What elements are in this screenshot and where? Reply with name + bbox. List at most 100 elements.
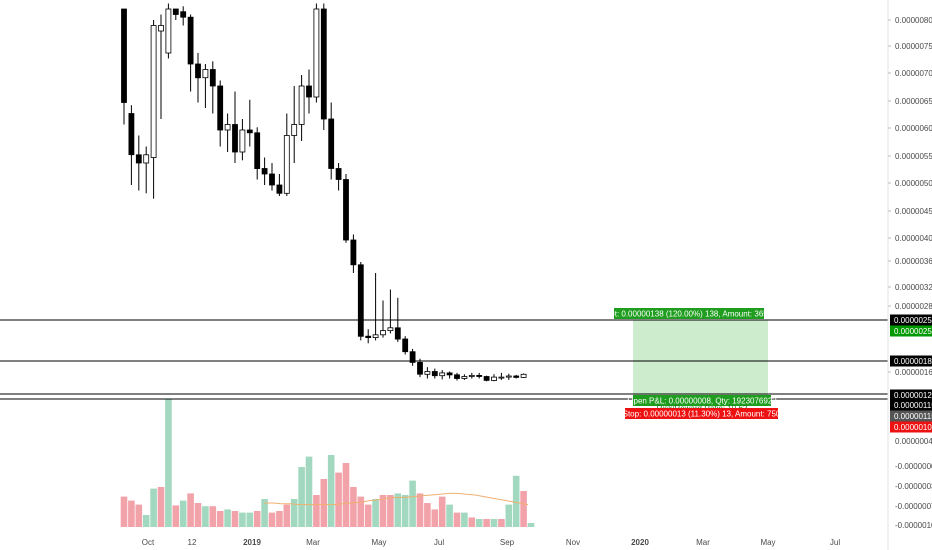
- volume-bar: [505, 504, 513, 527]
- time-tick-label: Jul: [830, 538, 840, 547]
- price-level-badge[interactable]: 0.00000115: [890, 399, 932, 411]
- candle: [483, 375, 490, 382]
- candle-body: [254, 132, 261, 170]
- volume-bar: [512, 475, 520, 527]
- candle: [320, 3, 327, 130]
- candle-body: [439, 372, 446, 377]
- price-level-badge[interactable]: 0.00000115: [890, 410, 932, 422]
- candle: [454, 372, 460, 381]
- candle-body: [424, 371, 431, 375]
- volume-layer: [120, 399, 535, 527]
- time-tick-label: Mar: [306, 538, 320, 547]
- volume-bar: [172, 505, 180, 527]
- volume-bar: [120, 496, 128, 527]
- volume-bar: [298, 467, 305, 527]
- candle-body: [128, 113, 135, 156]
- volume-bar: [327, 455, 335, 527]
- volume-bar: [320, 479, 328, 527]
- volume-bar: [364, 504, 372, 527]
- candle: [476, 372, 483, 379]
- volume-bar: [276, 511, 283, 527]
- stop-label: Stop: 0.00000013 (11.30%) 13, Amount: 75…: [623, 408, 781, 419]
- candle-body: [476, 374, 483, 377]
- open-pnl-label-background: [633, 395, 771, 406]
- time-tick-label: 2019: [243, 538, 261, 547]
- volume-bar: [165, 399, 172, 527]
- candle: [224, 113, 231, 152]
- stop-label-text: Stop: 0.00000013 (11.30%) 13, Amount: 75…: [623, 410, 781, 419]
- volume-bar: [231, 511, 239, 527]
- candle-layer: [121, 3, 527, 382]
- candle-body: [468, 374, 475, 377]
- price-level-badge[interactable]: 0.00000123: [890, 389, 932, 401]
- candle-body: [505, 375, 512, 378]
- time-tick-label: May: [371, 538, 386, 547]
- candle-body: [313, 8, 320, 98]
- candle-body: [172, 8, 179, 15]
- position-labels: Target: 0.00000138 (120.00%) 138, Amount…: [595, 308, 784, 419]
- candle: [306, 69, 312, 114]
- candle-body: [150, 25, 157, 158]
- candle-body: [387, 327, 394, 331]
- candle: [387, 289, 394, 334]
- candle: [276, 174, 283, 196]
- volume-tick-label: -0.00000104: [895, 521, 932, 530]
- candle-body: [380, 330, 386, 336]
- volume-bar: [246, 512, 254, 527]
- badge-background: [890, 355, 932, 367]
- volume-bar: [290, 499, 298, 527]
- candle-body: [417, 361, 423, 375]
- badge-value: 0.00000253: [894, 327, 932, 336]
- volume-bar: [135, 504, 143, 527]
- price-level-badge[interactable]: 0.00000102: [890, 421, 932, 433]
- candle: [291, 86, 298, 163]
- volume-bar: [342, 463, 350, 527]
- volume-bar: [350, 487, 357, 527]
- candle: [380, 300, 386, 338]
- volume-bar: [305, 456, 313, 527]
- volume-tick-label: 0.00000040: [895, 437, 932, 446]
- time-tick-label: 2020: [631, 538, 649, 547]
- candle-body: [402, 338, 409, 353]
- candle: [372, 273, 379, 341]
- candle-body: [121, 8, 127, 103]
- candle: [313, 3, 320, 103]
- candle: [409, 348, 416, 366]
- volume-bar: [224, 509, 231, 527]
- volume-bar: [520, 491, 527, 527]
- candle: [195, 53, 201, 103]
- candle-body: [483, 376, 490, 381]
- candle: [402, 336, 409, 355]
- candle-body: [320, 8, 327, 120]
- candle-body: [165, 8, 172, 54]
- volume-bar: [283, 504, 291, 527]
- position-zone-layer: [633, 320, 768, 397]
- volume-tick-label: -0.00000035: [895, 482, 932, 491]
- volume-bar: [187, 493, 194, 527]
- price-level-badge[interactable]: 0.00000253: [890, 325, 932, 337]
- time-tick-label: Mar: [696, 538, 710, 547]
- volume-bar: [527, 523, 535, 527]
- badge-value: 0.00000253: [894, 316, 932, 325]
- candle: [121, 8, 127, 125]
- candle: [513, 374, 520, 379]
- badge-value: 0.00000102: [894, 423, 932, 432]
- time-axis[interactable]: Oct 12 2019 Mar May Jul Sep Nov 2020 Mar May Jul: [142, 538, 841, 547]
- volume-bar: [357, 496, 365, 527]
- candle: [417, 358, 423, 378]
- badge-background: [890, 399, 932, 411]
- volume-bar: [401, 495, 409, 527]
- candle: [446, 371, 453, 379]
- price-level-badge[interactable]: 0.00000253: [890, 314, 932, 326]
